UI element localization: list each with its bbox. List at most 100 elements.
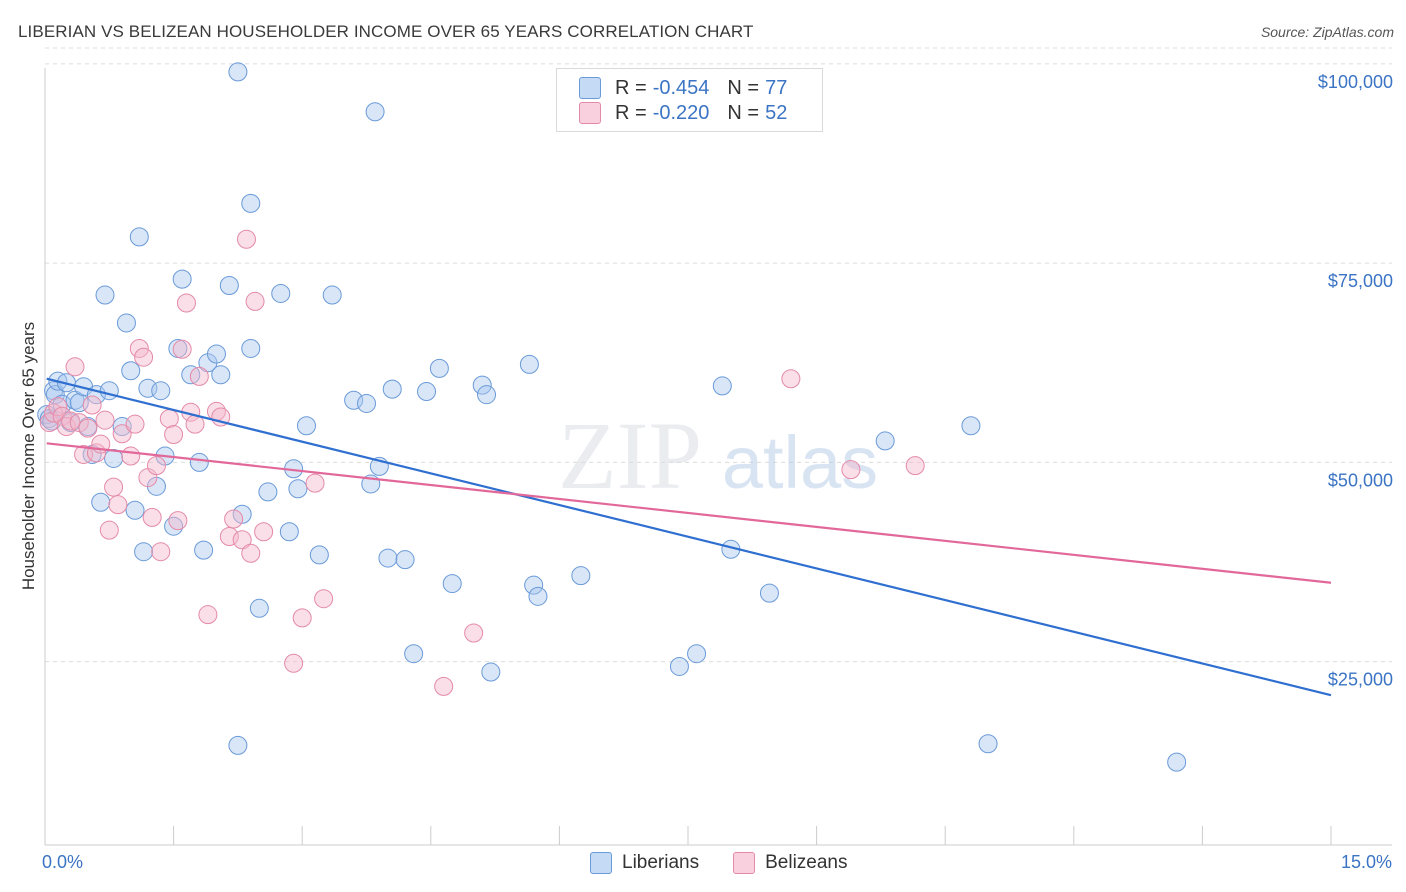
liberians-point [519, 354, 539, 374]
liberians-point [91, 492, 111, 512]
belizeans-point [104, 477, 124, 497]
belizeans-point [168, 511, 188, 531]
liberians-point [481, 662, 501, 682]
belizeans-point [129, 338, 149, 358]
legend-label-belizeans: Belizeans [765, 852, 848, 873]
legend-item-belizeans[interactable]: Belizeans [733, 852, 848, 874]
legend-swatch-liberians [579, 77, 601, 99]
legend-n-label: N = [727, 101, 760, 124]
liberians-point [189, 452, 209, 472]
belizeans-point [142, 507, 162, 527]
liberians-trend-line [46, 377, 1332, 697]
legend-r-value: -0.454 [652, 76, 710, 99]
liberians-point [524, 575, 544, 595]
watermark-atlas: atlas [722, 421, 878, 504]
liberians-point [472, 375, 492, 395]
liberians-point [151, 381, 171, 401]
axes [44, 68, 1392, 846]
y-tick-label: $100,000 [1318, 72, 1393, 92]
liberians-point [395, 550, 415, 570]
liberians-point [211, 365, 231, 385]
belizeans-point [108, 495, 128, 515]
chart-title: LIBERIAN VS BELIZEAN HOUSEHOLDER INCOME … [18, 22, 754, 41]
legend-n-label: N = [727, 76, 760, 99]
grid-lines [45, 47, 1392, 663]
belizeans-point [224, 509, 244, 529]
liberians-point [404, 644, 424, 664]
liberians-point [961, 416, 981, 436]
liberians-point [382, 379, 402, 399]
liberians-point [477, 385, 497, 405]
belizeans-point [48, 397, 68, 417]
legend-swatch-belizeans [579, 102, 601, 124]
legend-swatch-liberians [590, 852, 612, 874]
liberians-point [134, 542, 154, 562]
belizeans-point [284, 653, 304, 673]
legend-swatch-belizeans [733, 852, 756, 874]
belizeans-point [254, 522, 274, 542]
belizeans-point [112, 424, 132, 444]
liberians-point [228, 735, 248, 755]
legend-row-liberians: R = -0.454 N = 77 [579, 76, 787, 100]
legend-label-liberians: Liberians [622, 852, 700, 873]
liberians-point [121, 361, 141, 381]
legend-r-label: R = [615, 101, 647, 124]
liberians-point [442, 574, 462, 594]
liberians-point [378, 548, 398, 568]
belizeans-point [841, 460, 861, 480]
liberians-point [296, 416, 316, 436]
belizeans-point [232, 530, 252, 550]
belizeans-point [125, 414, 145, 434]
belizeans-point [176, 293, 196, 313]
liberians-point [669, 656, 689, 676]
liberians-point [258, 482, 278, 502]
belizeans-point [52, 406, 72, 426]
belizeans-point [121, 446, 141, 466]
belizeans-point [151, 542, 171, 562]
legend-item-liberians[interactable]: Liberians [590, 852, 699, 874]
legend-row-belizeans: R = -0.220 N = 52 [579, 101, 787, 125]
series-legend: Liberians Belizeans [590, 852, 882, 874]
liberians-point [116, 313, 136, 333]
liberians-point [357, 393, 376, 413]
legend-n-value: 77 [765, 76, 788, 99]
liberians-point [1167, 752, 1187, 772]
belizeans-point [219, 527, 239, 547]
belizeans-point [292, 608, 312, 628]
liberians-point [241, 338, 261, 358]
liberians-point [875, 431, 895, 451]
belizeans-point [241, 543, 261, 563]
belizeans-point [305, 473, 325, 493]
watermark: ZIP atlas [558, 402, 878, 509]
y-tick-label: $75,000 [1328, 271, 1393, 291]
legend-r-label: R = [615, 76, 647, 99]
belizeans-point [99, 520, 119, 540]
liberians-point [99, 381, 119, 401]
trend-lines [46, 377, 1332, 697]
liberians-point [528, 586, 548, 606]
belizeans-point [172, 339, 192, 359]
liberians-point [365, 102, 385, 122]
belizeans-point [159, 409, 179, 429]
y-tick-label: $25,000 [1328, 670, 1393, 690]
x-tick-label-max: 15.0% [1340, 852, 1392, 872]
belizeans-points [39, 229, 925, 696]
belizeans-point [164, 425, 184, 445]
belizeans-point [189, 366, 209, 386]
source-label: Source: ZipAtlas.com [1260, 24, 1394, 40]
liberians-point [309, 545, 329, 565]
liberians-point [125, 500, 145, 520]
liberians-point [344, 390, 364, 410]
belizeans-point [65, 357, 85, 377]
belizeans-point [95, 410, 115, 430]
liberians-point [279, 522, 299, 542]
y-axis-label: Householder Income Over 65 years [19, 321, 38, 591]
belizeans-point [781, 369, 801, 389]
liberians-point [288, 479, 308, 499]
liberians-point [172, 269, 192, 289]
correlation-legend: R = -0.454 N = 77 R = -0.220 N = 52 [556, 68, 823, 132]
belizeans-point [78, 418, 98, 438]
liberians-point [219, 275, 239, 295]
liberians-point [759, 583, 779, 603]
liberians-point [571, 566, 591, 586]
